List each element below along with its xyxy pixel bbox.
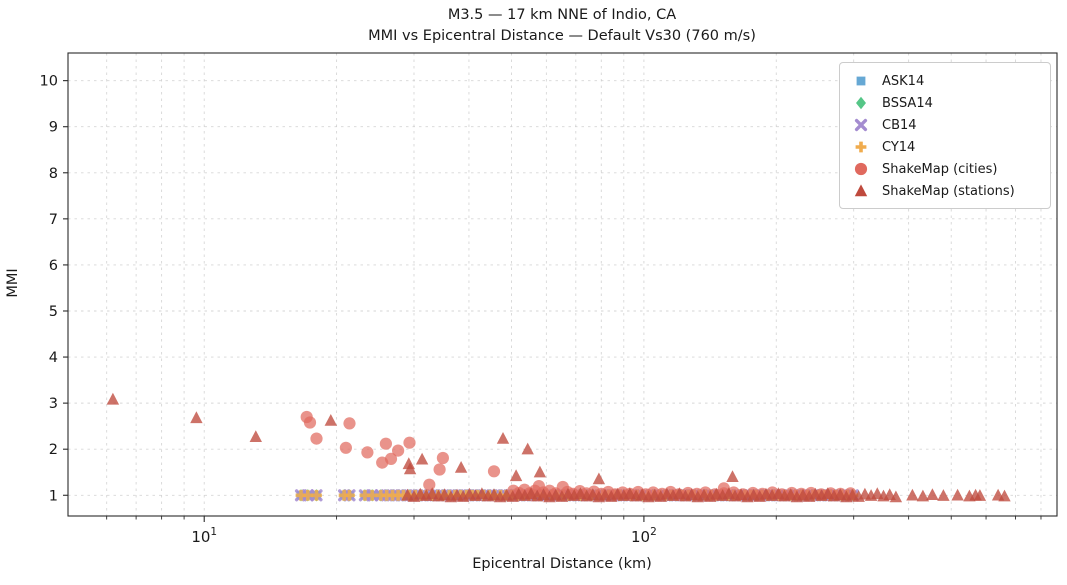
data-point	[592, 472, 606, 485]
data-point	[889, 490, 903, 503]
legend-label: CY14	[882, 139, 916, 155]
data-point	[521, 442, 534, 455]
data-point	[310, 432, 323, 445]
y-axis-label: MMI	[5, 268, 21, 297]
data-point	[856, 96, 866, 110]
data-point	[415, 452, 429, 465]
chart-title-line1: M3.5 — 17 km NNE of Indio, CA	[448, 7, 676, 23]
grid-lines	[68, 53, 1057, 516]
legend-item-shakemap-cities: ShakeMap (cities)	[840, 158, 1050, 180]
data-point	[436, 451, 449, 465]
data-point	[926, 488, 939, 500]
data-point	[339, 441, 352, 454]
y-tick-label: 9	[49, 120, 58, 136]
data-point	[937, 489, 950, 501]
data-point	[384, 452, 398, 465]
data-point	[487, 465, 501, 478]
data-point	[423, 478, 436, 491]
data-point	[106, 392, 120, 405]
y-tick-label: 5	[49, 304, 58, 320]
legend-item-shakemap-stations: ShakeMap (stations)	[840, 180, 1050, 202]
y-tick-label: 2	[49, 442, 58, 458]
data-point	[403, 462, 417, 475]
y-tick-label: 7	[49, 212, 58, 228]
data-point	[916, 489, 930, 502]
y-tick-label: 10	[40, 74, 58, 90]
x-tick-label: 102	[631, 526, 657, 546]
data-point	[533, 465, 547, 478]
data-point	[303, 416, 317, 429]
data-point	[951, 488, 964, 501]
legend-item-bssa14: BSSA14	[840, 92, 1050, 114]
legend-marker-ask14-icon	[856, 76, 866, 86]
legend-marker-cb14-icon	[854, 118, 868, 132]
data-point	[973, 489, 987, 501]
data-point	[433, 463, 446, 476]
legend-marker-bssa14-icon	[856, 96, 866, 110]
data-point	[343, 417, 356, 430]
y-tick-label: 4	[49, 350, 58, 366]
legend-label: ShakeMap (cities)	[882, 161, 998, 177]
legend-marker-shakemap-stations-icon	[854, 184, 868, 197]
data-point	[311, 489, 322, 501]
data-point	[361, 446, 374, 459]
data-point	[854, 184, 868, 197]
data-point	[856, 76, 866, 86]
data-point	[249, 430, 262, 442]
y-tick-label: 3	[49, 396, 58, 412]
axes: 1 2 3 4 5 6 7 8 9 10 101 102	[40, 52, 1058, 546]
legend-label: ASK14	[882, 73, 925, 89]
data-point	[854, 118, 868, 132]
legend-item-cy14: CY14	[840, 136, 1050, 158]
legend-item-ask14: ASK14	[840, 70, 1050, 92]
legend-item-cb14: CB14	[840, 114, 1050, 136]
x-tick-label: 101	[191, 526, 217, 546]
y-tick-label: 6	[49, 258, 58, 274]
series-shakemap-stations	[106, 392, 1011, 503]
legend-label: CB14	[882, 117, 917, 133]
data-point	[496, 432, 510, 444]
data-point	[403, 436, 416, 449]
series-shakemap-cities	[300, 410, 857, 501]
legend-marker-cy14-icon	[855, 141, 867, 153]
y-tick-label: 8	[49, 166, 58, 182]
data-point	[998, 489, 1011, 502]
data-point	[344, 489, 355, 501]
data-point	[324, 414, 337, 426]
data-point	[509, 469, 523, 482]
legend-label: BSSA14	[882, 95, 933, 111]
chart-title-line2: MMI vs Epicentral Distance — Default Vs3…	[368, 28, 756, 44]
legend: ASK14 BSSA14 CB14 CY14 ShakeMap (cities) Shak…	[839, 62, 1051, 209]
x-axis-label: Epicentral Distance (km)	[472, 556, 652, 572]
data-point	[379, 437, 392, 450]
y-tick-label: 1	[49, 488, 58, 504]
data-point	[854, 162, 868, 176]
legend-marker-shakemap-cities-icon	[854, 162, 868, 176]
legend-label: ShakeMap (stations)	[882, 183, 1015, 199]
data-point	[855, 141, 867, 153]
data-point	[190, 411, 203, 424]
data-point	[726, 470, 739, 482]
data-point	[392, 444, 405, 457]
data-point	[906, 488, 919, 501]
data-point	[454, 461, 468, 473]
